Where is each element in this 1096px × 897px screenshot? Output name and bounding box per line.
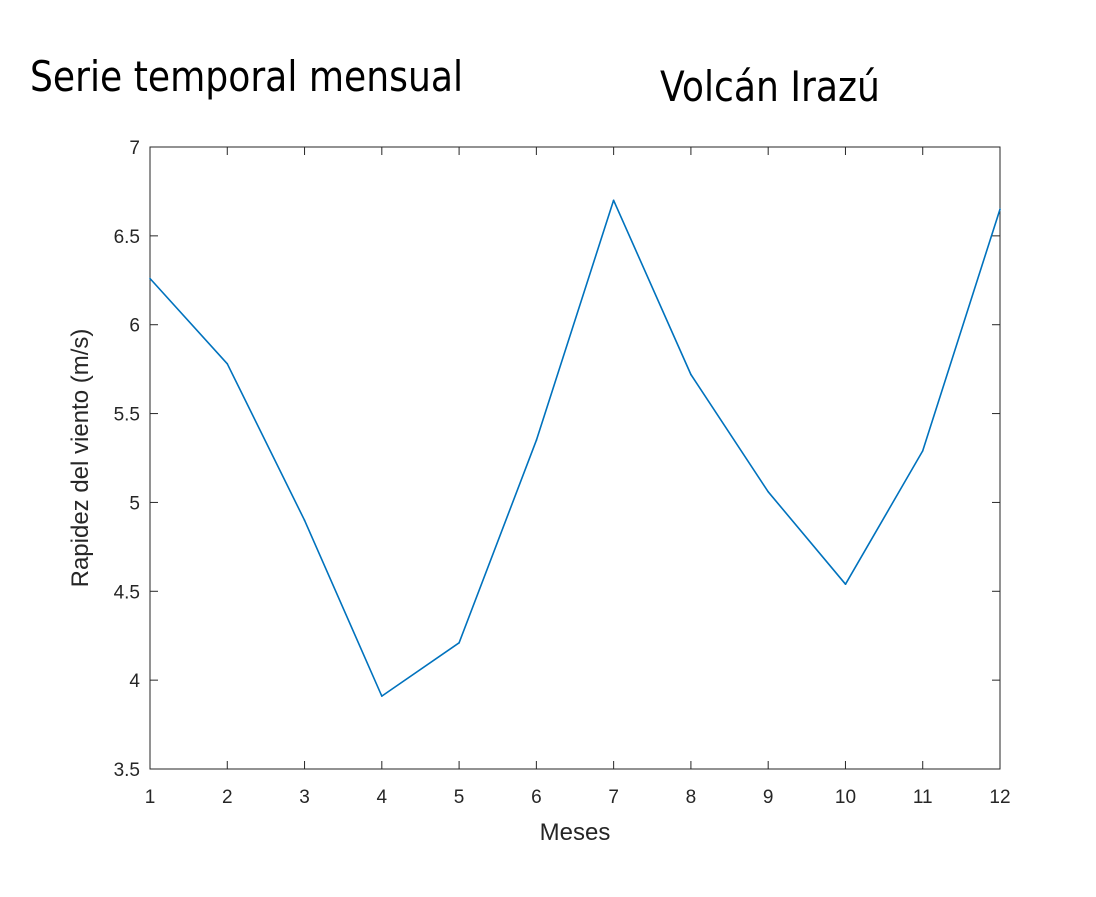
series-group [149, 199, 1001, 697]
y-tick-label: 3.5 [114, 760, 140, 781]
data-point [690, 373, 692, 376]
data-point [226, 363, 229, 365]
data-point [612, 199, 615, 202]
x-tick-label: 7 [608, 787, 619, 808]
x-tick-labels: 1 2 3 4 5 6 7 8 9 10 11 12 [145, 787, 1011, 808]
data-point [149, 277, 151, 280]
chart-subtitle: Volcán Irazú [660, 62, 880, 111]
x-tick-label: 6 [531, 787, 542, 808]
data-point [844, 583, 847, 585]
data-point [458, 642, 460, 644]
y-tick-label: 5.5 [114, 405, 140, 426]
data-point [999, 208, 1001, 210]
x-tick-label: 9 [763, 787, 774, 808]
y-tick-label: 4.5 [114, 582, 140, 603]
x-tick-label: 3 [299, 787, 310, 808]
x-axis-title: Meses [540, 819, 611, 846]
axis-ticks [149, 146, 1001, 770]
y-axis-title: Rapidez del viento (m/s) [67, 329, 94, 588]
y-tick-label: 6 [129, 316, 140, 337]
x-tick-label: 5 [454, 787, 465, 808]
x-tick-label: 11 [913, 787, 933, 808]
plot-area [149, 146, 1001, 770]
data-point [381, 695, 383, 697]
series-line [149, 199, 1001, 697]
data-point [535, 439, 538, 442]
chart-title: Serie temporal mensual [30, 52, 464, 101]
x-tick-label: 12 [989, 787, 1010, 808]
y-tick-label: 7 [129, 138, 140, 159]
y-tick-label: 5 [129, 493, 140, 514]
data-point [303, 519, 306, 521]
x-tick-label: 4 [377, 787, 388, 808]
x-tick-label: 2 [222, 787, 233, 808]
data-point [767, 491, 769, 493]
y-tick-label: 4 [129, 671, 140, 692]
x-tick-label: 8 [686, 787, 697, 808]
data-point [921, 450, 924, 452]
y-tick-labels: 3.5 4 4.5 5 5.5 6 6.5 7 [114, 138, 141, 781]
x-tick-label: 10 [835, 787, 856, 808]
y-tick-label: 6.5 [114, 227, 140, 248]
x-tick-label: 1 [145, 787, 156, 808]
